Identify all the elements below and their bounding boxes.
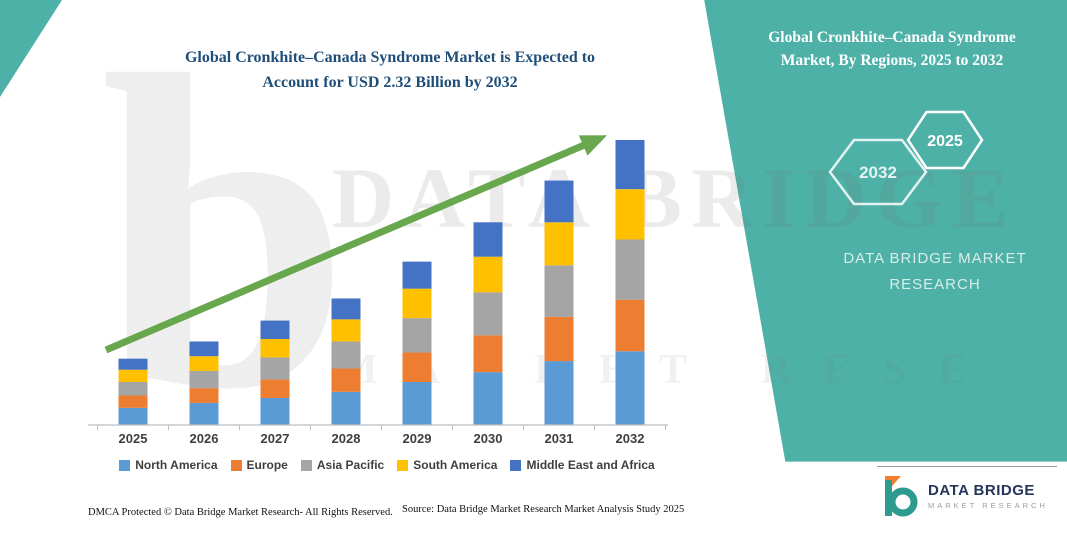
logo-tagline: MARKET RESEARCH <box>928 501 1048 510</box>
bar-segment-2026-south-america <box>189 356 219 371</box>
legend-item-asia-pacific: Asia Pacific <box>300 458 385 472</box>
bar-segment-2027-south-america <box>260 339 290 358</box>
bar-segment-2026-asia-pacific <box>189 370 219 389</box>
legend-label: Asia Pacific <box>316 458 385 472</box>
hexagon-2032-label: 2032 <box>859 163 897 182</box>
bar-segment-2031-north-america <box>544 361 574 425</box>
hexagon-2025 <box>906 110 984 170</box>
bar-segment-2031-europe <box>544 316 574 362</box>
bar-segment-2027-europe <box>260 379 290 398</box>
bar-series-group <box>118 140 645 425</box>
x-axis-label-2027: 2027 <box>261 431 290 446</box>
bar-segment-2026-middle-east-and-africa <box>189 341 219 357</box>
bar-segment-2028-middle-east-and-africa <box>331 298 361 320</box>
brand-line1: DATA BRIDGE MARKET <box>843 250 1027 267</box>
legend-swatch <box>300 459 312 471</box>
side-panel-heading: Global Cronkhite–Canada Syndrome Market,… <box>768 29 1016 70</box>
bar-segment-2025-south-america <box>118 369 148 383</box>
x-axis-label-2030: 2030 <box>474 431 503 446</box>
bar-segment-2026-north-america <box>189 402 219 425</box>
bar-segment-2030-north-america <box>473 372 503 425</box>
side-panel-brand: DATA BRIDGE MARKET RESEARCH <box>800 246 1067 297</box>
legend-label: South America <box>413 458 498 472</box>
bar-segment-2025-asia-pacific <box>118 382 148 396</box>
bar-segment-2030-south-america <box>473 256 503 293</box>
bar-segment-2029-europe <box>402 352 432 383</box>
x-axis-label-2031: 2031 <box>545 431 574 446</box>
bar-segment-2025-europe <box>118 395 148 408</box>
bar-segment-2027-asia-pacific <box>260 357 290 380</box>
x-axis-label-2032: 2032 <box>616 431 645 446</box>
bar-segment-2028-asia-pacific <box>331 341 361 369</box>
hexagon-2032 <box>828 138 928 206</box>
legend-item-north-america: North America <box>119 458 218 472</box>
legend-label: North America <box>135 458 218 472</box>
bar-segment-2030-asia-pacific <box>473 292 503 336</box>
company-logo: DATA BRIDGE MARKET RESEARCH <box>882 474 1048 518</box>
x-axis-label-2029: 2029 <box>403 431 432 446</box>
bar-segment-2030-middle-east-and-africa <box>473 222 503 257</box>
dmca-notice: DMCA Protected © Data Bridge Market Rese… <box>88 507 393 518</box>
bar-segment-2025-middle-east-and-africa <box>118 358 148 370</box>
source-note: Source: Data Bridge Market Research Mark… <box>402 504 685 515</box>
trend-arrow <box>104 135 608 354</box>
brand-line2: RESEARCH <box>889 275 981 293</box>
bar-segment-2032-europe <box>615 299 645 352</box>
year-hexagons: 2032 2025 <box>828 110 984 206</box>
x-axis-label-2028: 2028 <box>332 431 361 446</box>
legend-label: Europe <box>246 458 288 472</box>
bar-segment-2032-north-america <box>615 351 645 425</box>
bar-segment-2027-middle-east-and-africa <box>260 320 290 340</box>
hexagon-2025-label: 2025 <box>927 133 963 150</box>
bar-segment-2029-asia-pacific <box>402 318 432 353</box>
bar-segment-2031-asia-pacific <box>544 265 574 317</box>
chart-title-line2: Account for USD 2.32 Billion by 2032 <box>262 73 518 91</box>
x-axis: 2025 2026 2027 2028 2029 2030 2031 2032 <box>88 424 668 446</box>
legend-label: Middle East and Africa <box>526 458 655 472</box>
chart-title-line1: Global Cronkhite–Canada Syndrome Market … <box>184 49 596 66</box>
x-axis-label-2026: 2026 <box>190 431 219 446</box>
bar-segment-2029-south-america <box>402 288 432 319</box>
bar-segment-2029-north-america <box>402 382 432 425</box>
corner-accent-triangle <box>0 0 62 97</box>
bar-segment-2030-europe <box>473 335 503 373</box>
legend-item-europe: Europe <box>230 458 288 472</box>
bar-segment-2031-south-america <box>544 222 574 266</box>
bar-segment-2028-north-america <box>331 391 361 425</box>
bar-segment-2028-south-america <box>331 319 361 342</box>
bar-segment-2028-europe <box>331 368 361 392</box>
bar-segment-2032-south-america <box>615 189 645 240</box>
legend-item-south-america: South America <box>397 458 497 472</box>
chart-title: Global Cronkhite–Canada Syndrome Market … <box>140 46 640 96</box>
bar-segment-2032-asia-pacific <box>615 239 645 300</box>
bar-segment-2031-middle-east-and-africa <box>544 180 574 223</box>
bar-segment-2025-north-america <box>118 407 148 425</box>
legend-swatch <box>397 459 409 471</box>
legend-swatch <box>230 459 242 471</box>
bar-segment-2026-europe <box>189 388 219 403</box>
legend-item-middle-east-and-africa: Middle East and Africa <box>510 458 655 472</box>
bar-segment-2032-middle-east-and-africa <box>615 140 645 190</box>
chart-legend: North America Europe Asia Pacific South Ame… <box>92 458 682 472</box>
bar-segment-2027-north-america <box>260 397 290 425</box>
data-bridge-logo-icon <box>885 476 918 517</box>
bar-segment-2029-middle-east-and-africa <box>402 261 432 289</box>
logo-name: DATA BRIDGE <box>928 482 1035 499</box>
legend-swatch <box>510 459 522 471</box>
stacked-bar-chart: 2025 2026 2027 2028 2029 2030 2031 2032 <box>88 135 668 446</box>
legend-swatch <box>119 459 131 471</box>
x-axis-label-2025: 2025 <box>119 431 148 446</box>
logo-divider-line <box>877 466 1057 467</box>
